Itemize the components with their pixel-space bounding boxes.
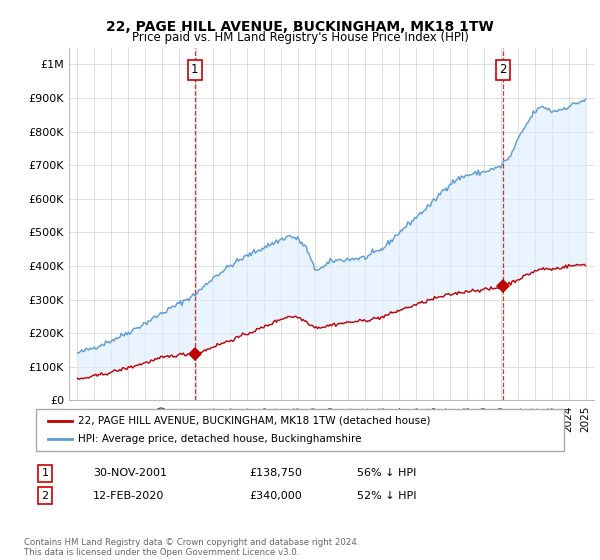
Text: 22, PAGE HILL AVENUE, BUCKINGHAM, MK18 1TW: 22, PAGE HILL AVENUE, BUCKINGHAM, MK18 1… (106, 20, 494, 34)
Text: Contains HM Land Registry data © Crown copyright and database right 2024.
This d: Contains HM Land Registry data © Crown c… (24, 538, 359, 557)
Text: 22, PAGE HILL AVENUE, BUCKINGHAM, MK18 1TW (detached house): 22, PAGE HILL AVENUE, BUCKINGHAM, MK18 1… (78, 416, 431, 426)
Text: 12-FEB-2020: 12-FEB-2020 (93, 491, 164, 501)
Text: £138,750: £138,750 (249, 468, 302, 478)
Text: Price paid vs. HM Land Registry's House Price Index (HPI): Price paid vs. HM Land Registry's House … (131, 31, 469, 44)
Text: 30-NOV-2001: 30-NOV-2001 (93, 468, 167, 478)
Text: 52% ↓ HPI: 52% ↓ HPI (357, 491, 416, 501)
Text: 56% ↓ HPI: 56% ↓ HPI (357, 468, 416, 478)
Text: HPI: Average price, detached house, Buckinghamshire: HPI: Average price, detached house, Buck… (78, 434, 361, 444)
Text: 1: 1 (191, 63, 199, 77)
Text: 2: 2 (499, 63, 506, 77)
Text: 2: 2 (41, 491, 49, 501)
Text: £340,000: £340,000 (249, 491, 302, 501)
Text: 1: 1 (41, 468, 49, 478)
